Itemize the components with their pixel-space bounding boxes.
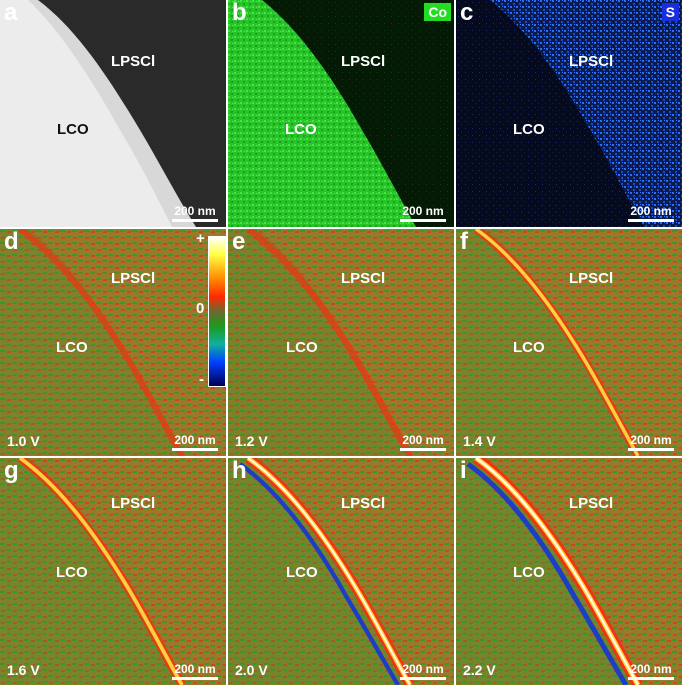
panel-h: h LPSCl LCO 2.0 V 200 nm — [228, 458, 454, 685]
colorbar-zero-label: 0 — [196, 300, 205, 317]
region-label-lpscl: LPSCl — [111, 270, 156, 287]
region-label-lco: LCO — [286, 564, 318, 581]
panel-a: a LPSCl LCO 200 nm — [0, 0, 226, 227]
haadf-image — [0, 0, 226, 227]
colorbar-minus-label: - — [199, 371, 204, 388]
region-label-lco: LCO — [513, 339, 545, 356]
colorbar — [208, 236, 226, 387]
voltage-label: 1.6 V — [7, 662, 40, 678]
scale-bar: 200 nm — [400, 434, 446, 451]
region-label-lpscl: LPSCl — [341, 53, 386, 70]
differential-map-image — [228, 458, 454, 685]
panel-i: i LPSCl LCO 2.2 V 200 nm — [456, 458, 682, 685]
s-map-image — [456, 0, 682, 227]
panel-letter: d — [4, 229, 19, 255]
scale-bar: 200 nm — [172, 205, 218, 222]
region-label-lpscl: LPSCl — [569, 270, 614, 287]
voltage-label: 1.4 V — [463, 433, 496, 449]
voltage-label: 2.0 V — [235, 662, 268, 678]
region-label-lco: LCO — [56, 564, 88, 581]
region-label-lpscl: LPSCl — [111, 53, 156, 70]
scale-bar: 200 nm — [628, 205, 674, 222]
element-tag-co: Co — [424, 3, 451, 21]
voltage-label: 1.2 V — [235, 433, 268, 449]
region-label-lco: LCO — [513, 121, 545, 138]
panel-b: b Co LPSCl LCO 200 nm — [228, 0, 454, 227]
voltage-label: 1.0 V — [7, 433, 40, 449]
panel-letter: b — [232, 0, 247, 26]
region-label-lpscl: LPSCl — [569, 495, 614, 512]
panel-c: c S LPSCl LCO 200 nm — [456, 0, 682, 227]
panel-letter: g — [4, 458, 19, 484]
differential-map-image — [456, 229, 682, 456]
panel-letter: f — [460, 229, 468, 255]
region-label-lco: LCO — [513, 564, 545, 581]
scale-bar: 200 nm — [400, 205, 446, 222]
region-label-lpscl: LPSCl — [341, 495, 386, 512]
differential-map-image — [456, 458, 682, 685]
panel-letter: h — [232, 458, 247, 484]
scale-bar: 200 nm — [172, 434, 218, 451]
voltage-label: 2.2 V — [463, 662, 496, 678]
region-label-lco: LCO — [286, 339, 318, 356]
scale-bar: 200 nm — [628, 663, 674, 680]
co-map-image — [228, 0, 454, 227]
panel-e: e LPSCl LCO 1.2 V 200 nm — [228, 229, 454, 456]
colorbar-plus-label: + — [196, 230, 205, 247]
region-label-lpscl: LPSCl — [341, 270, 386, 287]
panel-f: f LPSCl LCO 1.4 V 200 nm — [456, 229, 682, 456]
region-label-lpscl: LPSCl — [111, 495, 156, 512]
scale-bar: 200 nm — [172, 663, 218, 680]
scale-bar: 200 nm — [400, 663, 446, 680]
panel-letter: i — [460, 458, 467, 484]
region-label-lco: LCO — [56, 339, 88, 356]
element-tag-s: S — [661, 3, 679, 21]
differential-map-image — [228, 229, 454, 456]
region-label-lco: LCO — [285, 121, 317, 138]
panel-letter: c — [460, 0, 474, 26]
region-label-lpscl: LPSCl — [569, 53, 614, 70]
panel-letter: a — [4, 0, 18, 26]
panel-letter: e — [232, 229, 246, 255]
panel-g: g LPSCl LCO 1.6 V 200 nm — [0, 458, 226, 685]
differential-map-image — [0, 458, 226, 685]
region-label-lco: LCO — [57, 121, 89, 138]
differential-map-image — [0, 229, 226, 456]
scale-bar: 200 nm — [628, 434, 674, 451]
panel-d: d + 0 - LPSCl LCO 1.0 V 200 nm — [0, 229, 226, 456]
